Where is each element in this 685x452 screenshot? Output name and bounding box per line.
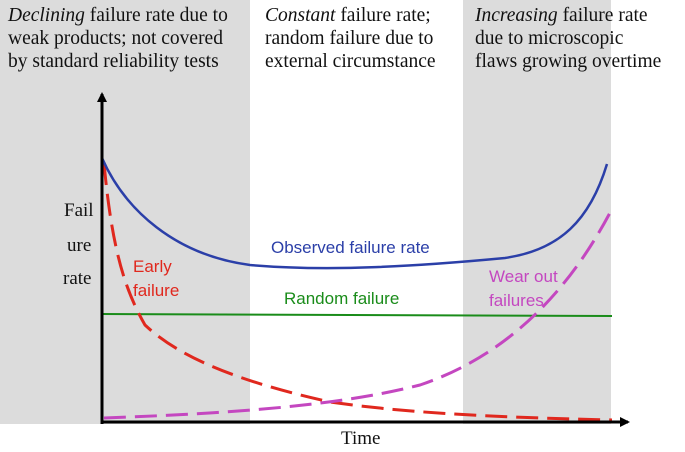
wearout-phase-emphasis: Increasing bbox=[475, 5, 558, 26]
wearout-failure-label-line1: Wear out bbox=[489, 267, 558, 286]
random-failure-label: Random failure bbox=[284, 289, 400, 308]
wearout-phase-caption-line3: flaws growing overtime bbox=[475, 51, 662, 72]
early-failure-label-line2: failure bbox=[133, 281, 180, 300]
early-phase-caption-line1-rest: failure rate due to bbox=[84, 5, 228, 26]
constant-phase-emphasis: Constant bbox=[265, 5, 336, 26]
early-failure-label-line1: Early bbox=[133, 257, 172, 276]
y-axis-label-line2: ure bbox=[67, 235, 92, 256]
observed-failure-curve bbox=[100, 157, 609, 270]
early-phase-caption-line1: Declining failure rate due to bbox=[8, 4, 228, 27]
wearout-failure-label-line2: failures bbox=[489, 291, 544, 310]
observed-failure-label: Observed failure rate bbox=[271, 238, 430, 257]
constant-phase-caption-line3: external circumstance bbox=[265, 51, 436, 72]
constant-phase-caption: Constant failure rate; random failure du… bbox=[265, 4, 436, 73]
random-failure-line bbox=[101, 313, 613, 317]
constant-phase-caption-line1: Constant failure rate; bbox=[265, 4, 436, 27]
wearout-phase-caption-line2: due to microscopic bbox=[475, 28, 624, 49]
constant-phase-caption-line1-rest: failure rate; bbox=[335, 5, 431, 26]
wearout-phase-caption-line1: Increasing failure rate bbox=[475, 4, 661, 27]
constant-phase-caption-line2: random failure due to bbox=[265, 28, 434, 49]
x-axis-label: Time bbox=[341, 428, 381, 449]
early-phase-caption-line3: by standard reliability tests bbox=[8, 51, 219, 72]
early-failure-curve bbox=[102, 162, 613, 422]
wearout-phase-caption: Increasing failure rate due to microscop… bbox=[475, 4, 661, 73]
early-phase-caption-line2: weak products; not covered bbox=[8, 28, 223, 49]
early-phase-emphasis: Declining bbox=[8, 5, 85, 26]
wearout-phase-caption-line1-rest: failure rate bbox=[557, 5, 648, 26]
y-axis-label-line1: Fail bbox=[64, 200, 94, 221]
wearout-failure-curve bbox=[103, 206, 615, 420]
y-axis-label-line3: rate bbox=[63, 268, 92, 289]
early-phase-caption: Declining failure rate due to weak produ… bbox=[8, 4, 228, 73]
early-phase-band bbox=[0, 0, 250, 424]
